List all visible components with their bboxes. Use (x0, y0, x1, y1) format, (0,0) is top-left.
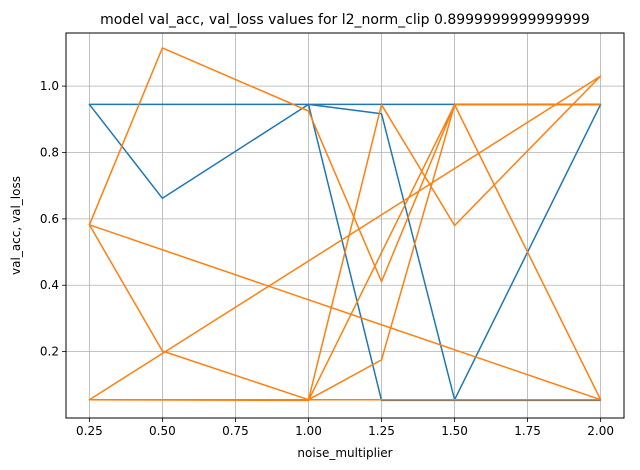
x-axis-ticks: 0.25 0.50 0.75 1.00 1.25 1.50 1.75 2.00 (76, 418, 614, 438)
plot-frame (65, 32, 625, 419)
series-line-2 (88, 47, 602, 402)
y-tick-label: 0.4 (40, 278, 59, 292)
y-tick-label: 0.2 (40, 345, 59, 359)
y-tick-label: 0.6 (40, 212, 59, 226)
x-tick-label: 2.00 (587, 424, 614, 438)
x-tick-label: 0.50 (149, 424, 176, 438)
x-tick-label: 1.25 (368, 424, 395, 438)
y-tick-label: 0.8 (40, 145, 59, 159)
x-axis-label: noise_multiplier (297, 446, 392, 460)
y-tick-label: 1.0 (40, 79, 59, 93)
chart-title: model val_acc, val_loss values for l2_no… (100, 12, 590, 28)
y-axis-ticks: 0.2 0.4 0.6 0.8 1.0 (40, 79, 66, 359)
y-axis-label: val_acc, val_loss (9, 176, 23, 275)
grid-lines (66, 33, 624, 418)
series-lines (88, 47, 602, 402)
x-tick-label: 1.00 (295, 424, 322, 438)
x-tick-label: 0.75 (222, 424, 249, 438)
x-tick-label: 0.25 (76, 424, 103, 438)
x-tick-label: 1.75 (514, 424, 541, 438)
x-tick-label: 1.50 (441, 424, 468, 438)
